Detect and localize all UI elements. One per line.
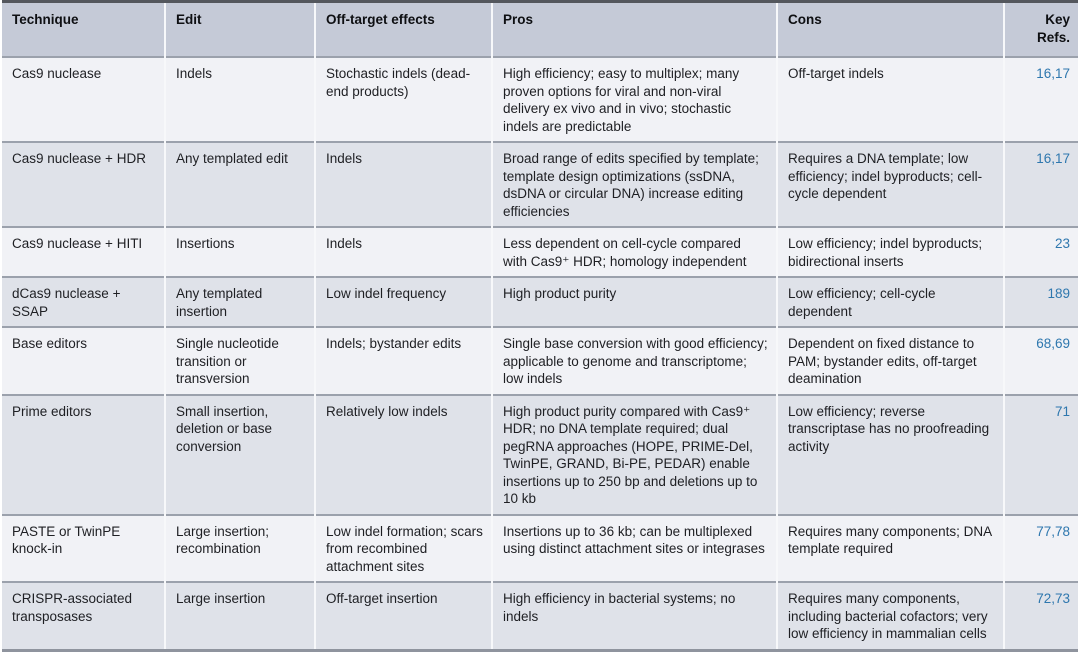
cell-off-target: Low indel formation; scars from recombin…: [314, 513, 492, 582]
cell-edit: Indels: [164, 56, 315, 142]
cell-edit: Large insertion: [164, 581, 315, 650]
cell-cons: Low efficiency; cell-cycle dependent: [776, 276, 1004, 327]
ref-link[interactable]: 16,17: [1003, 141, 1078, 227]
cell-pros: High efficiency; easy to multiplex; many…: [491, 56, 777, 142]
cell-cons: Requires many components, including bact…: [776, 581, 1004, 650]
table-row: Base editors Single nucleotide transition…: [2, 326, 1078, 395]
col-header-cons: Cons: [776, 1, 1004, 57]
cell-off-target: Off-target insertion: [314, 581, 492, 650]
ref-link[interactable]: 72,73: [1003, 581, 1078, 650]
cell-technique: Base editors: [2, 326, 165, 395]
cell-pros: High efficiency in bacterial systems; no…: [491, 581, 777, 650]
col-header-edit: Edit: [164, 1, 315, 57]
table-row: Prime editors Small insertion, deletion o…: [2, 393, 1078, 515]
cell-off-target: Indels: [314, 226, 492, 277]
cell-off-target: Relatively low indels: [314, 393, 492, 515]
table-body: Cas9 nuclease Indels Stochastic indels (de…: [2, 56, 1078, 650]
cell-edit: Any templated edit: [164, 141, 315, 227]
ref-link[interactable]: 77,78: [1003, 513, 1078, 582]
cell-pros: High product purity compared with Cas9⁺ …: [491, 393, 777, 515]
table-row: Cas9 nuclease Indels Stochastic indels (de…: [2, 56, 1078, 142]
cell-pros: Single base conversion with good efficie…: [491, 326, 777, 395]
cell-cons: Low efficiency; indel byproducts; bidire…: [776, 226, 1004, 277]
cell-cons: Requires a DNA template; low efficiency;…: [776, 141, 1004, 227]
col-header-technique: Technique: [2, 1, 165, 57]
ref-link[interactable]: 16,17: [1003, 56, 1078, 142]
cell-cons: Requires many components; DNA template r…: [776, 513, 1004, 582]
cell-technique: CRISPR-associated transposases: [2, 581, 165, 650]
col-header-pros: Pros: [491, 1, 777, 57]
cell-technique: PASTE or TwinPE knock-in: [2, 513, 165, 582]
col-header-key-refs: Key Refs.: [1003, 1, 1078, 57]
cell-technique: Cas9 nuclease + HITI: [2, 226, 165, 277]
ref-link[interactable]: 71: [1003, 393, 1078, 515]
cell-off-target: Indels: [314, 141, 492, 227]
cell-technique: Cas9 nuclease + HDR: [2, 141, 165, 227]
cell-edit: Insertions: [164, 226, 315, 277]
cell-edit: Large insertion; recombination: [164, 513, 315, 582]
cell-cons: Low efficiency; reverse transcriptase ha…: [776, 393, 1004, 515]
table-row: Cas9 nuclease + HITI Insertions Indels Less…: [2, 226, 1078, 277]
cell-technique: Prime editors: [2, 393, 165, 515]
ref-link[interactable]: 23: [1003, 226, 1078, 277]
ref-link[interactable]: 68,69: [1003, 326, 1078, 395]
cell-pros: Insertions up to 36 kb; can be multiplex…: [491, 513, 777, 582]
table-row: CRISPR-associated transposases Large inse…: [2, 581, 1078, 650]
header-row: Technique Edit Off-target effects Pros C…: [2, 1, 1078, 57]
cell-pros: High product purity: [491, 276, 777, 327]
cell-technique: dCas9 nuclease + SSAP: [2, 276, 165, 327]
cell-off-target: Low indel frequency: [314, 276, 492, 327]
cell-off-target: Indels; bystander edits: [314, 326, 492, 395]
table-row: PASTE or TwinPE knock-in Large insertion;…: [2, 513, 1078, 582]
cell-cons: Dependent on fixed distance to PAM; byst…: [776, 326, 1004, 395]
cell-off-target: Stochastic indels (dead-end products): [314, 56, 492, 142]
table-row: Cas9 nuclease + HDR Any templated edit Ind…: [2, 141, 1078, 227]
ref-link[interactable]: 189: [1003, 276, 1078, 327]
cell-pros: Less dependent on cell-cycle compared wi…: [491, 226, 777, 277]
cell-edit: Any templated insertion: [164, 276, 315, 327]
cell-edit: Small insertion, deletion or base conver…: [164, 393, 315, 515]
cell-cons: Off-target indels: [776, 56, 1004, 142]
cell-edit: Single nucleotide transition or transver…: [164, 326, 315, 395]
col-header-off-target-effects: Off-target effects: [314, 1, 492, 57]
table-row: dCas9 nuclease + SSAP Any templated inser…: [2, 276, 1078, 327]
cell-pros: Broad range of edits specified by templa…: [491, 141, 777, 227]
cell-technique: Cas9 nuclease: [2, 56, 165, 142]
